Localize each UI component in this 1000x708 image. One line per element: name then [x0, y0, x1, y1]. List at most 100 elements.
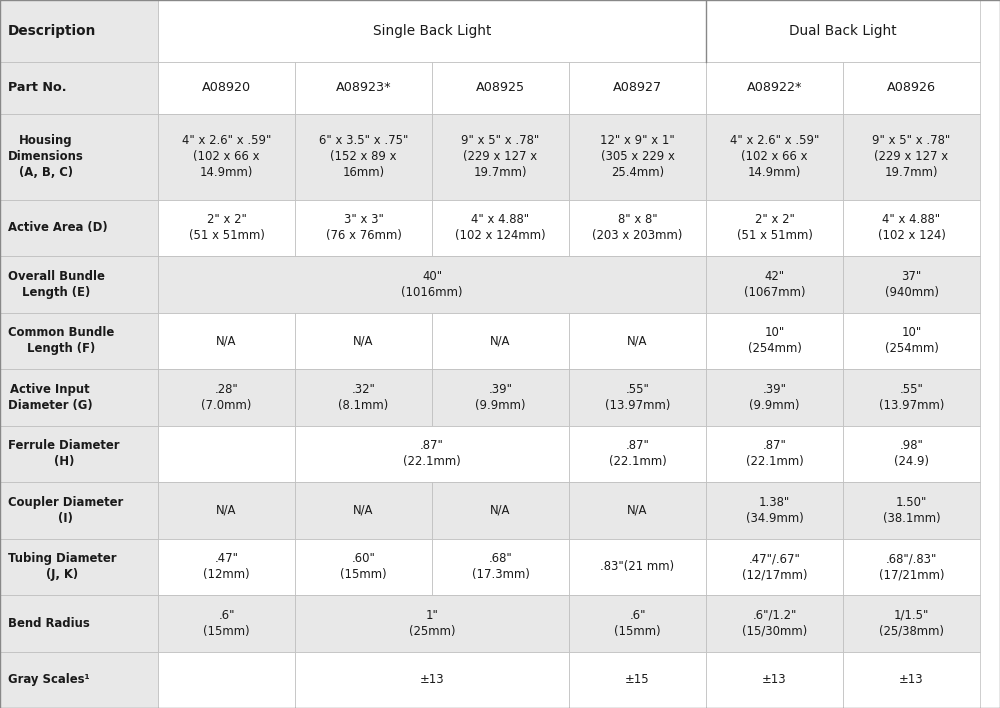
Bar: [0, 369, 158, 426]
Bar: [569, 114, 706, 200]
Bar: [569, 426, 706, 482]
Text: 37"
(940mm): 37" (940mm): [885, 270, 939, 299]
Bar: [158, 114, 295, 200]
Text: 6" x 3.5" x .75"
(152 x 89 x
16mm): 6" x 3.5" x .75" (152 x 89 x 16mm): [319, 135, 408, 179]
Bar: [843, 426, 980, 482]
Text: .98"
(24.9): .98" (24.9): [894, 440, 929, 469]
Text: N/A: N/A: [627, 504, 648, 517]
Bar: [0, 0, 158, 62]
Text: .6"/1.2"
(15/30mm): .6"/1.2" (15/30mm): [742, 609, 807, 638]
Bar: [706, 539, 843, 595]
Text: 1"
(25mm): 1" (25mm): [409, 609, 455, 638]
Text: N/A: N/A: [627, 334, 648, 348]
Bar: [432, 313, 569, 369]
Bar: [706, 114, 843, 200]
Text: 1.38"
(34.9mm): 1.38" (34.9mm): [746, 496, 803, 525]
Bar: [706, 256, 843, 313]
Bar: [158, 200, 295, 256]
Bar: [158, 62, 295, 114]
Text: A08926: A08926: [887, 81, 936, 94]
Text: Bend Radius: Bend Radius: [8, 617, 90, 630]
Bar: [569, 200, 706, 256]
Bar: [0, 256, 158, 313]
Bar: [569, 369, 706, 426]
Bar: [843, 651, 980, 708]
Text: 12" x 9" x 1"
(305 x 229 x
25.4mm): 12" x 9" x 1" (305 x 229 x 25.4mm): [600, 135, 675, 179]
Bar: [0, 313, 158, 369]
Text: .47"
(12mm): .47" (12mm): [203, 552, 250, 581]
Bar: [295, 200, 432, 256]
Text: .68"
(17.3mm): .68" (17.3mm): [472, 552, 529, 581]
Text: A08920: A08920: [202, 81, 251, 94]
Bar: [843, 200, 980, 256]
Bar: [843, 256, 980, 313]
Bar: [569, 539, 706, 595]
Text: N/A: N/A: [216, 334, 237, 348]
Text: ±13: ±13: [899, 673, 924, 686]
Bar: [843, 313, 980, 369]
Text: 4" x 2.6" x .59"
(102 x 66 x
14.9mm): 4" x 2.6" x .59" (102 x 66 x 14.9mm): [730, 135, 819, 179]
Bar: [295, 426, 569, 482]
Text: N/A: N/A: [490, 334, 511, 348]
Bar: [432, 482, 569, 539]
Bar: [158, 0, 706, 62]
Bar: [706, 595, 843, 651]
Text: Tubing Diameter
(J, K): Tubing Diameter (J, K): [8, 552, 116, 581]
Text: .39"
(9.9mm): .39" (9.9mm): [475, 383, 526, 412]
Text: 4" x 2.6" x .59"
(102 x 66 x
14.9mm): 4" x 2.6" x .59" (102 x 66 x 14.9mm): [182, 135, 271, 179]
Bar: [158, 595, 295, 651]
Bar: [706, 651, 843, 708]
Text: 4" x 4.88"
(102 x 124): 4" x 4.88" (102 x 124): [878, 214, 945, 242]
Text: .87"
(22.1mm): .87" (22.1mm): [746, 440, 803, 469]
Bar: [706, 482, 843, 539]
Text: Overall Bundle
Length (E): Overall Bundle Length (E): [8, 270, 105, 299]
Bar: [569, 651, 706, 708]
Bar: [295, 482, 432, 539]
Text: .55"
(13.97mm): .55" (13.97mm): [605, 383, 670, 412]
Bar: [0, 482, 158, 539]
Bar: [295, 651, 569, 708]
Text: N/A: N/A: [353, 334, 374, 348]
Bar: [158, 313, 295, 369]
Bar: [843, 539, 980, 595]
Text: 9" x 5" x .78"
(229 x 127 x
19.7mm): 9" x 5" x .78" (229 x 127 x 19.7mm): [872, 135, 951, 179]
Text: A08927: A08927: [613, 81, 662, 94]
Text: Description: Description: [8, 24, 96, 38]
Bar: [843, 369, 980, 426]
Bar: [295, 313, 432, 369]
Text: Gray Scales¹: Gray Scales¹: [8, 673, 90, 686]
Text: .6"
(15mm): .6" (15mm): [203, 609, 250, 638]
Bar: [158, 426, 295, 482]
Bar: [432, 539, 569, 595]
Bar: [432, 62, 569, 114]
Bar: [569, 313, 706, 369]
Text: .55"
(13.97mm): .55" (13.97mm): [879, 383, 944, 412]
Bar: [158, 256, 706, 313]
Text: Single Back Light: Single Back Light: [373, 24, 491, 38]
Text: 1/1.5"
(25/38mm): 1/1.5" (25/38mm): [879, 609, 944, 638]
Bar: [295, 369, 432, 426]
Bar: [0, 200, 158, 256]
Text: ±13: ±13: [762, 673, 787, 686]
Bar: [295, 595, 569, 651]
Bar: [569, 482, 706, 539]
Bar: [0, 426, 158, 482]
Bar: [706, 62, 843, 114]
Text: 8" x 8"
(203 x 203mm): 8" x 8" (203 x 203mm): [592, 214, 683, 242]
Text: 2" x 2"
(51 x 51mm): 2" x 2" (51 x 51mm): [189, 214, 264, 242]
Bar: [706, 313, 843, 369]
Text: Dual Back Light: Dual Back Light: [789, 24, 897, 38]
Text: Housing
Dimensions
(A, B, C): Housing Dimensions (A, B, C): [8, 135, 84, 179]
Bar: [295, 114, 432, 200]
Bar: [158, 482, 295, 539]
Text: ±13: ±13: [420, 673, 444, 686]
Bar: [158, 539, 295, 595]
Bar: [843, 62, 980, 114]
Bar: [0, 114, 158, 200]
Text: 2" x 2"
(51 x 51mm): 2" x 2" (51 x 51mm): [737, 214, 812, 242]
Text: Active Area (D): Active Area (D): [8, 222, 108, 234]
Text: A08925: A08925: [476, 81, 525, 94]
Bar: [843, 114, 980, 200]
Text: .39"
(9.9mm): .39" (9.9mm): [749, 383, 800, 412]
Text: 42"
(1067mm): 42" (1067mm): [744, 270, 805, 299]
